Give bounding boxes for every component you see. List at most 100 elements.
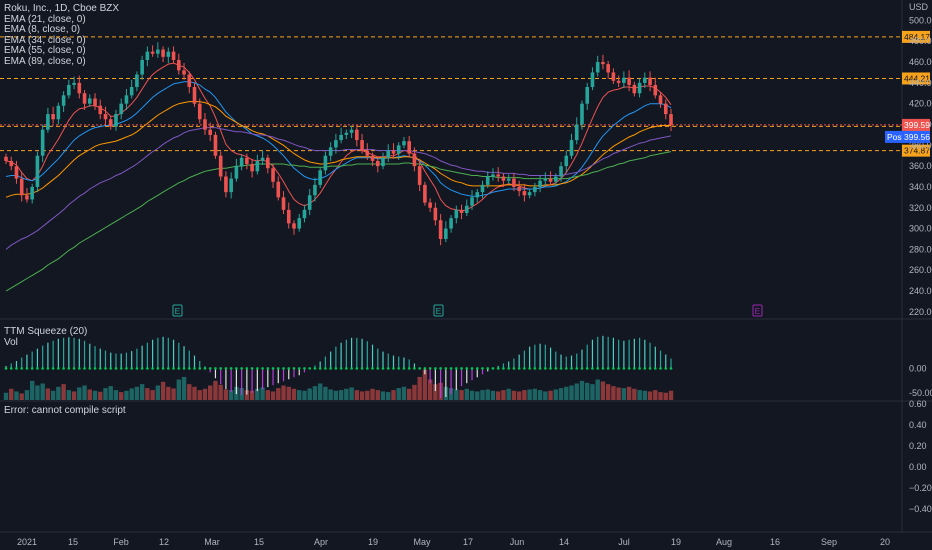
candle-body [82, 93, 87, 104]
squeeze-dot [271, 367, 275, 370]
squeeze-dot [292, 367, 296, 370]
candle-body [318, 170, 322, 185]
squeeze-dot [360, 367, 364, 370]
squeeze-dot [538, 367, 542, 370]
squeeze-dot [549, 367, 552, 370]
volume-bar [323, 386, 328, 400]
squeeze-dot [365, 367, 369, 370]
squeeze-dot [528, 367, 531, 370]
candle-body [360, 140, 364, 151]
candle-body [344, 132, 349, 135]
squeeze-dot [104, 367, 107, 370]
squeeze-dot [119, 367, 123, 370]
volume-bar [522, 390, 527, 400]
volume-bar [50, 390, 56, 400]
squeeze-dot [481, 367, 484, 370]
volume-bar [427, 379, 433, 400]
earnings-marker-label: E [175, 306, 181, 316]
volume-bar [166, 386, 171, 400]
candle-body [98, 105, 103, 115]
squeeze-dot [297, 367, 301, 370]
squeeze-dot [570, 367, 573, 370]
candle-body [135, 74, 139, 88]
volume-bar [223, 389, 229, 400]
squeeze-dot [612, 367, 615, 370]
candle-body [93, 98, 97, 106]
error-message: Error: cannot compile script [4, 405, 126, 416]
price-tick-label: 300.00 [909, 224, 932, 234]
legend-symbol[interactable]: Roku, Inc., 1D, Cboe BZX [4, 3, 120, 14]
squeeze-dot [57, 367, 60, 370]
volume-bar [92, 390, 98, 400]
volume-bar [590, 384, 595, 400]
candle-body [386, 150, 391, 158]
candle-body [480, 184, 485, 193]
candle-body [632, 84, 637, 94]
candle-body [637, 82, 642, 94]
legend-ema8[interactable]: EMA (8, close, 0) [4, 24, 81, 35]
candle-body [119, 103, 123, 115]
candle-body [527, 192, 532, 196]
candle-body [276, 181, 281, 198]
squeeze-dot [460, 367, 463, 370]
squeeze-dot [130, 367, 133, 370]
legend-vol[interactable]: Vol [4, 336, 18, 348]
squeeze-dot [187, 367, 191, 370]
candle-body [564, 155, 569, 167]
volume-bar [626, 386, 632, 400]
volume-bar [354, 390, 360, 400]
volume-bar [417, 376, 422, 400]
candle-body [627, 77, 631, 85]
candle-body [622, 77, 626, 83]
price-tick-label: 220.00 [909, 307, 932, 317]
candle-body [459, 209, 464, 213]
volume-bar [87, 389, 92, 400]
squeeze-dot [46, 367, 50, 370]
squeeze-dot [125, 367, 128, 370]
time-tick-label: 19 [368, 537, 378, 547]
candle-body [658, 95, 663, 104]
squeeze-dot [329, 367, 332, 370]
volume-bar [647, 391, 653, 400]
volume-bar [637, 390, 642, 400]
candle-body [506, 178, 511, 181]
ttm-tick-label: 0.00 [909, 363, 927, 373]
post-price-tag-label: 399.56 [904, 132, 930, 142]
candle-body [129, 87, 134, 96]
candle-body [19, 178, 24, 196]
volume-bar [496, 391, 501, 400]
squeeze-dot [51, 367, 55, 370]
candle-body [40, 129, 45, 156]
legend-ttm-squeeze[interactable]: TTM Squeeze (20) [4, 326, 88, 337]
volume-bar [317, 383, 323, 400]
candle-body [590, 72, 595, 88]
volume-bar [134, 386, 140, 400]
squeeze-dot [475, 367, 479, 370]
candle-body [140, 59, 144, 75]
squeeze-dot [585, 367, 589, 370]
volume-bar [668, 390, 674, 400]
squeeze-dot [167, 367, 170, 370]
squeeze-dot [397, 367, 401, 370]
candle-body [250, 164, 254, 172]
volume-bar [9, 388, 14, 400]
squeeze-dot [140, 367, 144, 370]
volume-bar [35, 385, 40, 400]
volume-bar [338, 390, 344, 400]
legend-ema89[interactable]: EMA (89, close, 0) [4, 55, 86, 67]
post-price-tag [902, 130, 930, 143]
legend-ema55[interactable]: EMA (55, close, 0) [4, 45, 86, 56]
squeeze-dot [355, 367, 359, 370]
volume-bar [506, 388, 511, 400]
squeeze-dot [350, 367, 353, 370]
legend-ema34[interactable]: EMA (34, close, 0) [4, 34, 86, 46]
volume-bar [632, 388, 637, 400]
legend-ema21[interactable]: EMA (21, close, 0) [4, 13, 86, 25]
time-tick-label: 17 [463, 537, 473, 547]
candle-body [375, 160, 380, 167]
pane3-tick-label: 0.40 [909, 420, 927, 430]
volume-bar [475, 391, 480, 400]
squeeze-dot [318, 367, 322, 370]
